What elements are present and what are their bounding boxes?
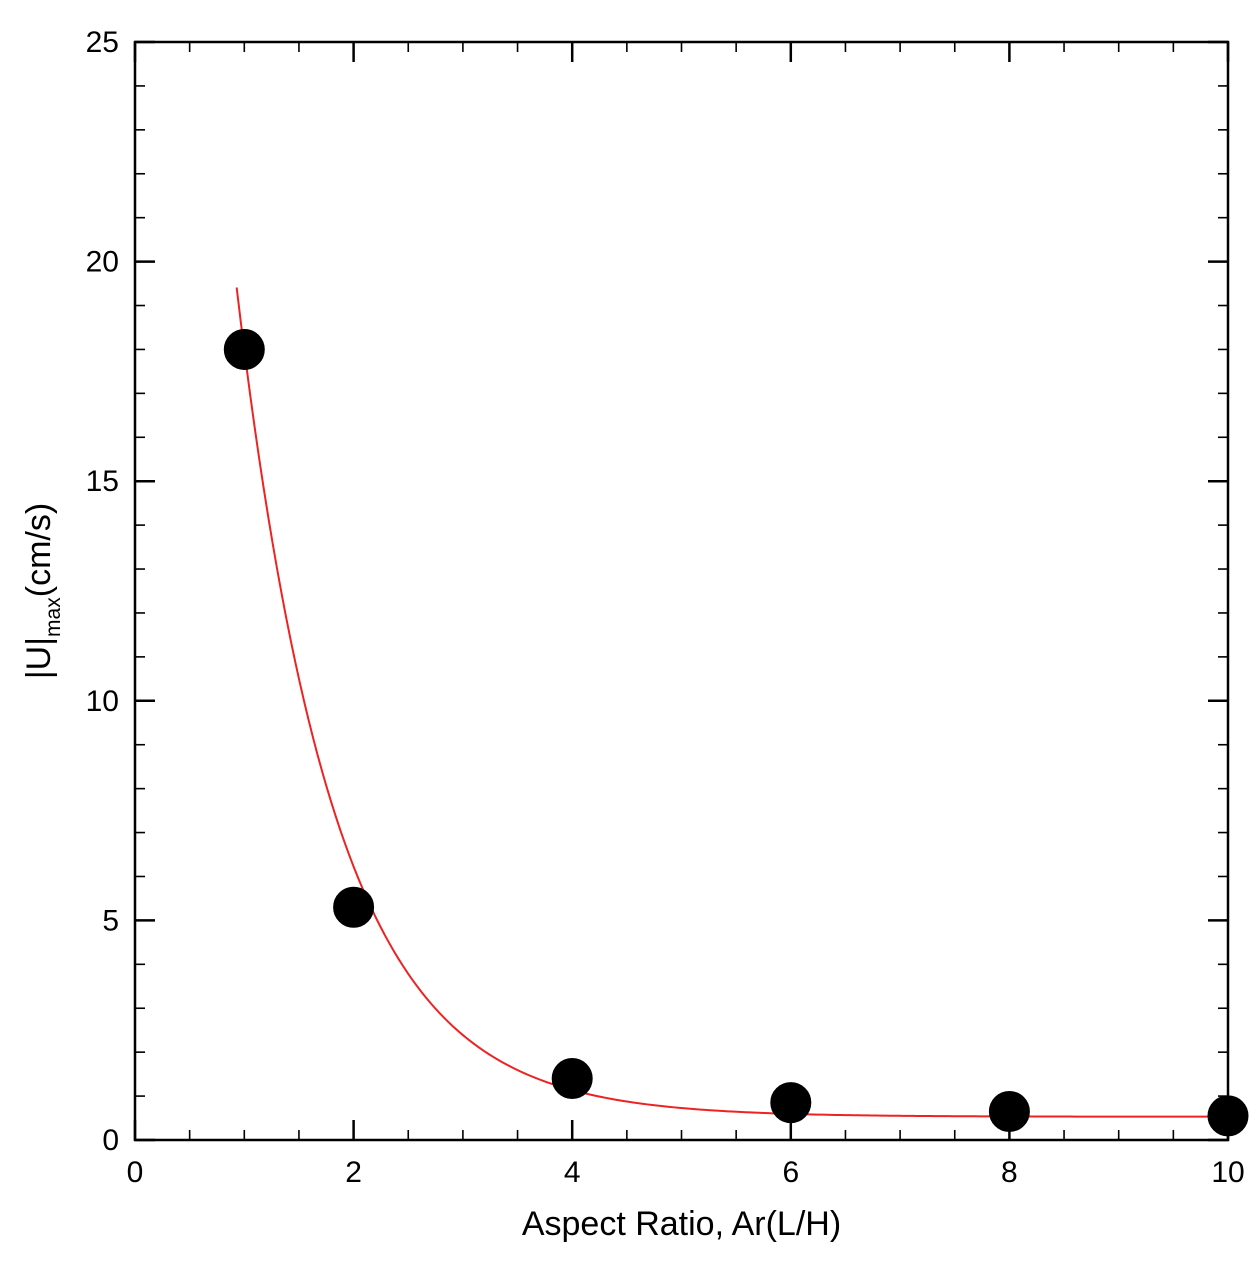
- data-point: [1208, 1096, 1248, 1136]
- chart-container: 02468100510152025Aspect Ratio, Ar(L/H)|U…: [0, 0, 1260, 1274]
- x-tick-label: 6: [782, 1156, 799, 1189]
- data-point: [224, 329, 264, 369]
- y-tick-label: 20: [86, 246, 119, 279]
- y-tick-label: 10: [86, 685, 119, 718]
- x-axis-label: Aspect Ratio, Ar(L/H): [522, 1205, 841, 1243]
- y-tick-label: 15: [86, 465, 119, 498]
- chart-svg: 02468100510152025Aspect Ratio, Ar(L/H)|U…: [0, 0, 1260, 1274]
- x-tick-label: 0: [127, 1156, 144, 1189]
- y-tick-label: 0: [102, 1124, 119, 1157]
- x-tick-label: 4: [564, 1156, 581, 1189]
- chart-background: [0, 0, 1260, 1274]
- x-tick-label: 2: [345, 1156, 362, 1189]
- data-point: [334, 887, 374, 927]
- data-point: [552, 1059, 592, 1099]
- x-tick-label: 8: [1001, 1156, 1018, 1189]
- x-tick-label: 10: [1211, 1156, 1244, 1189]
- data-point: [989, 1091, 1029, 1131]
- data-point: [771, 1083, 811, 1123]
- y-tick-label: 5: [102, 904, 119, 937]
- y-tick-label: 25: [86, 26, 119, 59]
